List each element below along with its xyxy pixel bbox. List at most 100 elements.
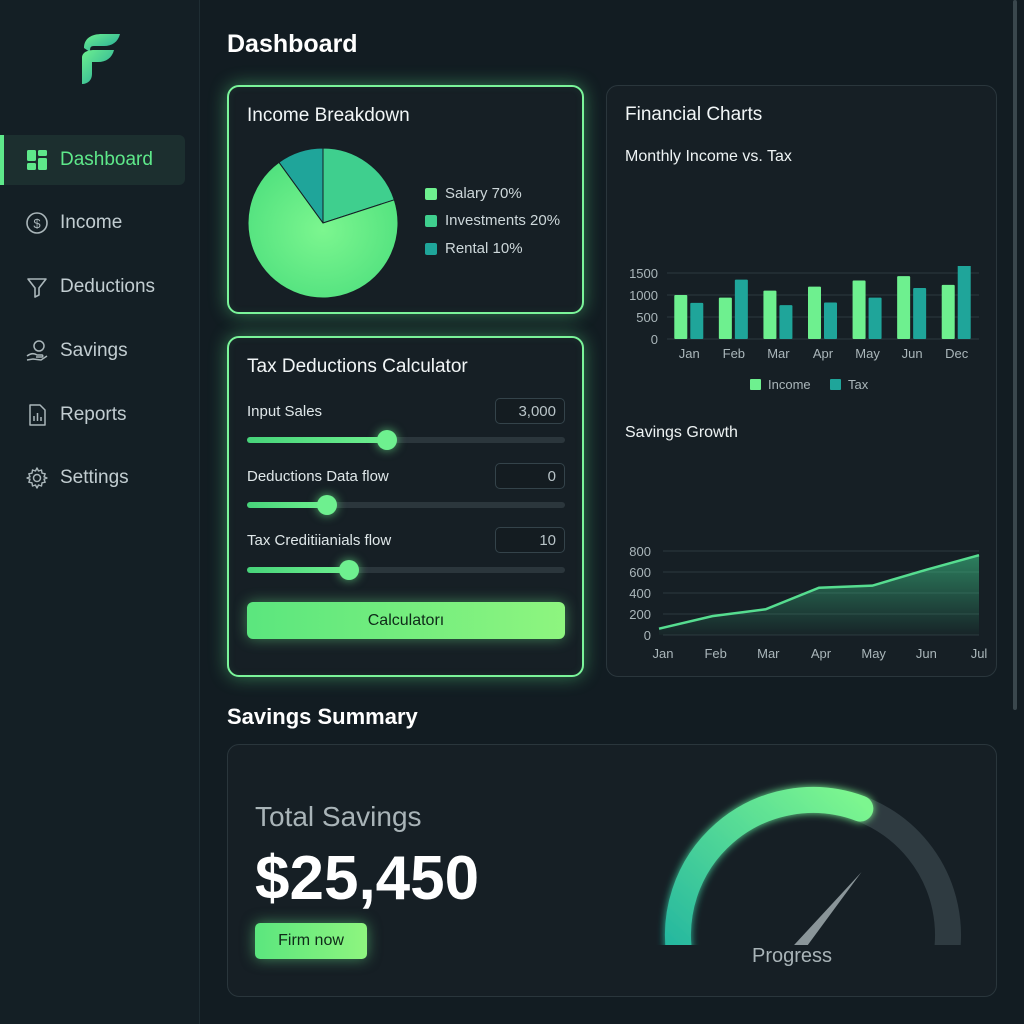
- financial-charts-card: Financial Charts Monthly Income vs. Tax …: [606, 85, 997, 677]
- bar-tax: [913, 287, 927, 339]
- sidebar-item-label: Settings: [60, 467, 129, 488]
- x-tick-label: May: [855, 346, 880, 361]
- x-tick-label: Feb: [723, 346, 745, 361]
- sidebar-item-label: Deductions: [60, 276, 156, 297]
- slider-fill: [247, 437, 387, 443]
- sidebar-item-settings[interactable]: Settings: [0, 453, 185, 503]
- y-tick-label: 0: [644, 628, 651, 643]
- total-savings-value: $25,450: [255, 844, 480, 913]
- financial-charts-title: Financial Charts: [625, 104, 763, 125]
- legend-label: Income: [768, 377, 811, 392]
- dollar-circle-icon: $: [24, 210, 50, 236]
- bar-tax: [957, 266, 971, 339]
- x-tick-label: Apr: [811, 646, 832, 661]
- x-tick-label: May: [861, 646, 886, 661]
- legend-swatch: [425, 214, 437, 227]
- y-tick-label: 1000: [629, 288, 658, 303]
- savings-growth-chart: 0 200 400 600 800 Jan Feb Mar Apr May Jun Jul: [629, 544, 988, 661]
- legend-item-salary: Salary 70%: [425, 185, 522, 202]
- hand-coin-icon: [24, 338, 50, 364]
- income-breakdown-title: Income Breakdown: [247, 105, 410, 126]
- income-vs-tax-chart: 0 500 1000 1500 Jan Feb Mar Apr May Jun Dec Income T…: [629, 266, 979, 392]
- bar-income: [852, 280, 866, 339]
- page-scrollbar[interactable]: [1013, 0, 1017, 710]
- bar-tax: [734, 279, 748, 339]
- legend-label: Rental 10%: [445, 240, 523, 257]
- tax-credit-field[interactable]: 10: [495, 527, 565, 553]
- legend-item-investments: Investments 20%: [425, 212, 560, 229]
- y-tick-label: 0: [651, 332, 658, 347]
- savings-growth-title: Savings Growth: [625, 424, 738, 441]
- bar-income: [718, 297, 732, 339]
- pie-slice-investments: [322, 147, 395, 224]
- bar-tax: [824, 302, 837, 339]
- sidebar-item-label: Reports: [60, 404, 127, 425]
- bar-income: [674, 295, 688, 339]
- legend-label: Investments 20%: [445, 212, 561, 229]
- gauge-progress-label: Progress: [752, 945, 833, 967]
- x-tick-label: Jan: [653, 646, 674, 661]
- legend-swatch: [830, 379, 841, 390]
- sidebar-item-deductions[interactable]: Deductions: [0, 262, 185, 312]
- input-sales-field[interactable]: 3,000: [495, 398, 565, 424]
- deductions-label: Deductions Data flow: [247, 468, 389, 485]
- gauge-needle: [794, 872, 862, 945]
- svg-text:$: $: [33, 216, 41, 231]
- y-tick-label: 500: [636, 310, 658, 325]
- x-tick-label: Jun: [916, 646, 937, 661]
- deductions-field[interactable]: 0: [495, 463, 565, 489]
- sidebar-item-label: Savings: [60, 340, 128, 361]
- y-tick-label: 1500: [629, 266, 658, 281]
- funnel-icon: [24, 274, 50, 300]
- input-sales-slider[interactable]: [247, 430, 565, 450]
- bar-income: [763, 290, 777, 339]
- bar-tax: [690, 302, 704, 339]
- progress-gauge: [665, 787, 961, 945]
- x-tick-label: Mar: [757, 646, 780, 661]
- tax-calculator-card: Tax Deductions Calculator Input Sales 3,…: [227, 336, 584, 677]
- legend-label: Tax: [848, 377, 869, 392]
- firm-now-button[interactable]: Firm now: [255, 923, 367, 959]
- income-pie-chart: [247, 147, 399, 299]
- y-tick-label: 800: [629, 544, 651, 559]
- x-tick-label: Mar: [767, 346, 790, 361]
- legend-swatch: [425, 187, 437, 200]
- sidebar-item-label: Dashboard: [60, 149, 153, 170]
- page-title: Dashboard: [227, 30, 358, 58]
- slider-thumb[interactable]: [338, 560, 359, 580]
- y-tick-label: 200: [629, 607, 651, 622]
- deductions-slider[interactable]: [247, 495, 565, 515]
- x-tick-label: Jul: [971, 646, 988, 661]
- bar-tax: [868, 297, 882, 339]
- legend-item-rental: Rental 10%: [425, 240, 523, 257]
- x-tick-label: Jan: [679, 346, 700, 361]
- tax-calculator-title: Tax Deductions Calculator: [247, 356, 468, 377]
- slider-fill: [247, 567, 349, 573]
- bar-income: [941, 284, 955, 339]
- bar-income: [897, 276, 911, 339]
- tax-credit-label: Tax Creditiianials flow: [247, 532, 392, 549]
- legend-label: Salary 70%: [445, 185, 522, 202]
- savings-area-fill: [659, 555, 979, 635]
- pie-slice-salary: [247, 161, 399, 299]
- app-logo: [82, 34, 120, 84]
- slider-fill: [247, 502, 327, 508]
- sidebar-item-reports[interactable]: Reports: [0, 390, 185, 440]
- sidebar-item-income[interactable]: $ Income: [0, 198, 185, 248]
- calculate-button[interactable]: Calculatorı: [247, 602, 565, 639]
- sidebar-item-dashboard[interactable]: Dashboard: [0, 135, 185, 185]
- savings-summary-card: Total Savings $25,450 Firm now Progress: [227, 744, 997, 997]
- slider-thumb[interactable]: [316, 495, 337, 515]
- bar-income: [808, 286, 821, 339]
- y-tick-label: 400: [629, 586, 651, 601]
- slider-thumb[interactable]: [376, 430, 397, 450]
- gauge-fill: [665, 787, 874, 945]
- savings-summary-title: Savings Summary: [227, 704, 418, 729]
- sidebar-item-savings[interactable]: Savings: [0, 326, 185, 376]
- total-savings-label: Total Savings: [255, 801, 422, 832]
- x-tick-label: Feb: [704, 646, 726, 661]
- income-breakdown-card: Income Breakdown Salary 70% Investments …: [227, 85, 584, 314]
- y-tick-label: 600: [629, 565, 651, 580]
- x-tick-label: Dec: [945, 346, 969, 361]
- tax-credit-slider[interactable]: [247, 560, 565, 580]
